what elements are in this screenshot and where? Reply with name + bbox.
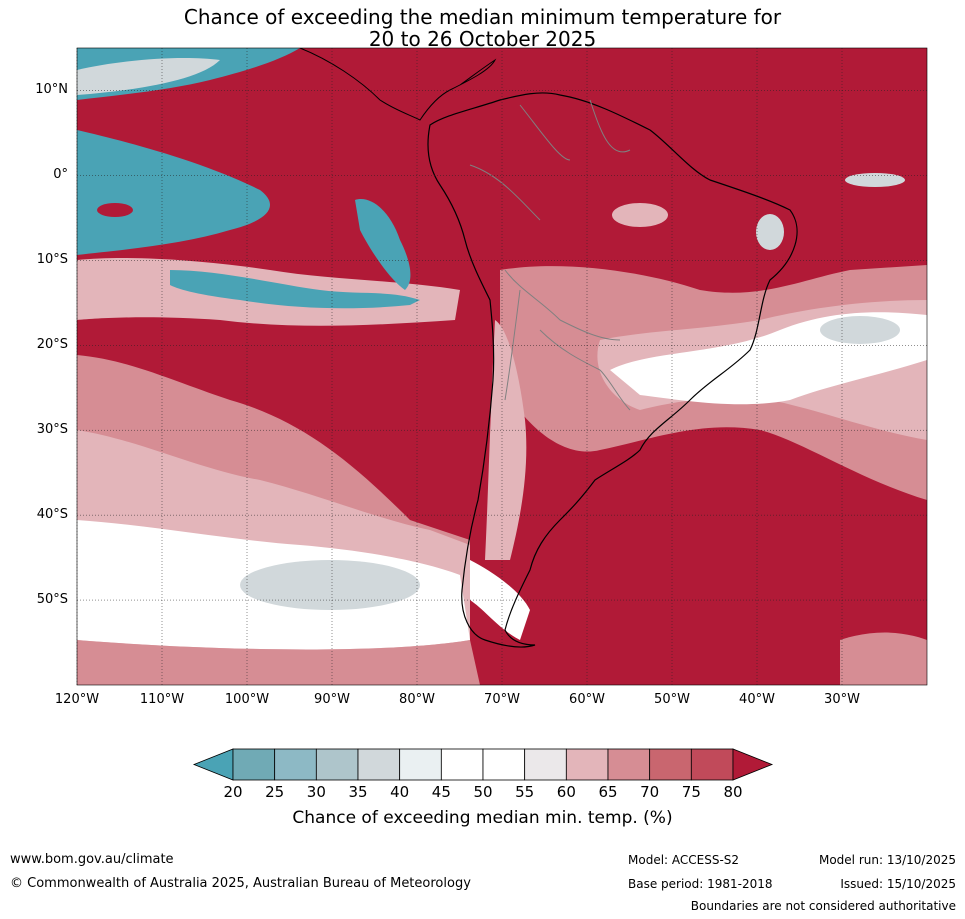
map-frame (76, 47, 928, 686)
colorbar-tick-label: 60 (556, 783, 576, 801)
lon-label-80w: 80°W (399, 692, 435, 707)
colorbar-tick-label: 80 (723, 783, 743, 801)
lon-label-40w: 40°W (739, 692, 775, 707)
colorbar-tick-label: 65 (598, 783, 618, 801)
colorbar-segment (399, 748, 442, 781)
map-title-line1: Chance of exceeding the median minimum t… (183, 5, 782, 29)
lat-label-10n: 10°N (35, 82, 68, 97)
colorbar-tick-label: 45 (431, 783, 451, 801)
field-southeast-corner (840, 632, 927, 685)
lon-label-30w: 30°W (824, 692, 860, 707)
colorbar-segment (357, 748, 401, 781)
country-borders (469, 99, 631, 411)
lon-label-50w: 50°W (654, 692, 690, 707)
central-america-outline (299, 48, 497, 121)
colorbar-tick-label: 75 (681, 783, 701, 801)
field-pacific-bluestreak (355, 199, 411, 290)
colorbar-tick-label: 35 (348, 783, 368, 801)
colorbar-segment (690, 748, 734, 781)
lat-label-0: 0° (53, 167, 68, 182)
colorbar-tick-label: 50 (473, 783, 493, 801)
field-andes-light (485, 320, 527, 560)
footer-model-run: Model run: 13/10/2025 (818, 853, 956, 867)
footer-website: www.bom.gov.au/climate (10, 852, 174, 867)
colorbar-segment (440, 748, 484, 781)
lat-label-20s: 20°S (36, 337, 68, 352)
colorbar-segment (232, 748, 276, 781)
colorbar-tick-label: 55 (515, 783, 535, 801)
colorbar-segment (607, 748, 651, 781)
colorbar-tick-label: 70 (640, 783, 660, 801)
colorbar-segment (649, 748, 692, 781)
lon-label-110w: 110°W (139, 692, 185, 707)
field-north-white (77, 58, 220, 95)
lon-label-60w: 60°W (569, 692, 605, 707)
footer-model: Model: ACCESS-S2 (628, 853, 740, 867)
colorbar-segment (274, 748, 317, 781)
lat-label-40s: 40°S (36, 507, 68, 522)
map-title-line2: 20 to 26 October 2025 (368, 27, 597, 51)
footer-issued: Issued: 15/10/2025 (840, 877, 956, 891)
colorbar-tick-label: 30 (306, 783, 326, 801)
field-amazon-spot (612, 203, 668, 227)
colorbar-segment (524, 748, 567, 781)
colorbar-arrow-left (192, 748, 234, 781)
colorbar-title: Chance of exceeding median min. temp. (%… (292, 808, 673, 828)
lon-label-90w: 90°W (314, 692, 350, 707)
border-lines (469, 99, 631, 411)
field-pacific-red-spot (97, 203, 133, 217)
colorbar-tick-label: 25 (265, 783, 285, 801)
colorbar-tick-label: 20 (223, 783, 243, 801)
field-south-grey (240, 560, 420, 610)
graticule (76, 48, 927, 685)
colorbar-arrow-right (732, 748, 774, 781)
footer-base-period: Base period: 1981-2018 (628, 877, 773, 891)
field-atlantic-north (845, 173, 905, 187)
lon-label-70w: 70°W (484, 692, 520, 707)
south-america-outline (427, 92, 798, 648)
colorbar-segment (482, 748, 526, 781)
lon-label-100w: 100°W (224, 692, 270, 707)
lon-label-120w: 120°W (54, 692, 100, 707)
continent-outlines (299, 48, 798, 648)
field-atlantic-grey (820, 316, 900, 344)
colorbar-segment (565, 748, 609, 781)
field-pacific-band-teal (170, 270, 420, 309)
lat-label-30s: 30°S (36, 422, 68, 437)
field-south-edge (77, 640, 480, 685)
lat-label-10s: 10°S (36, 252, 68, 267)
footer-copyright: © Commonwealth of Australia 2025, Austra… (10, 876, 471, 891)
field-ne-brazil (756, 214, 784, 250)
lat-label-50s: 50°S (36, 592, 68, 607)
footer-disclaimer: Boundaries are not considered authoritat… (690, 899, 956, 913)
colorbar-tick-label: 40 (390, 783, 410, 801)
field-pacific-teal (77, 130, 270, 255)
map-field (77, 48, 927, 685)
colorbar-segment (315, 748, 359, 781)
